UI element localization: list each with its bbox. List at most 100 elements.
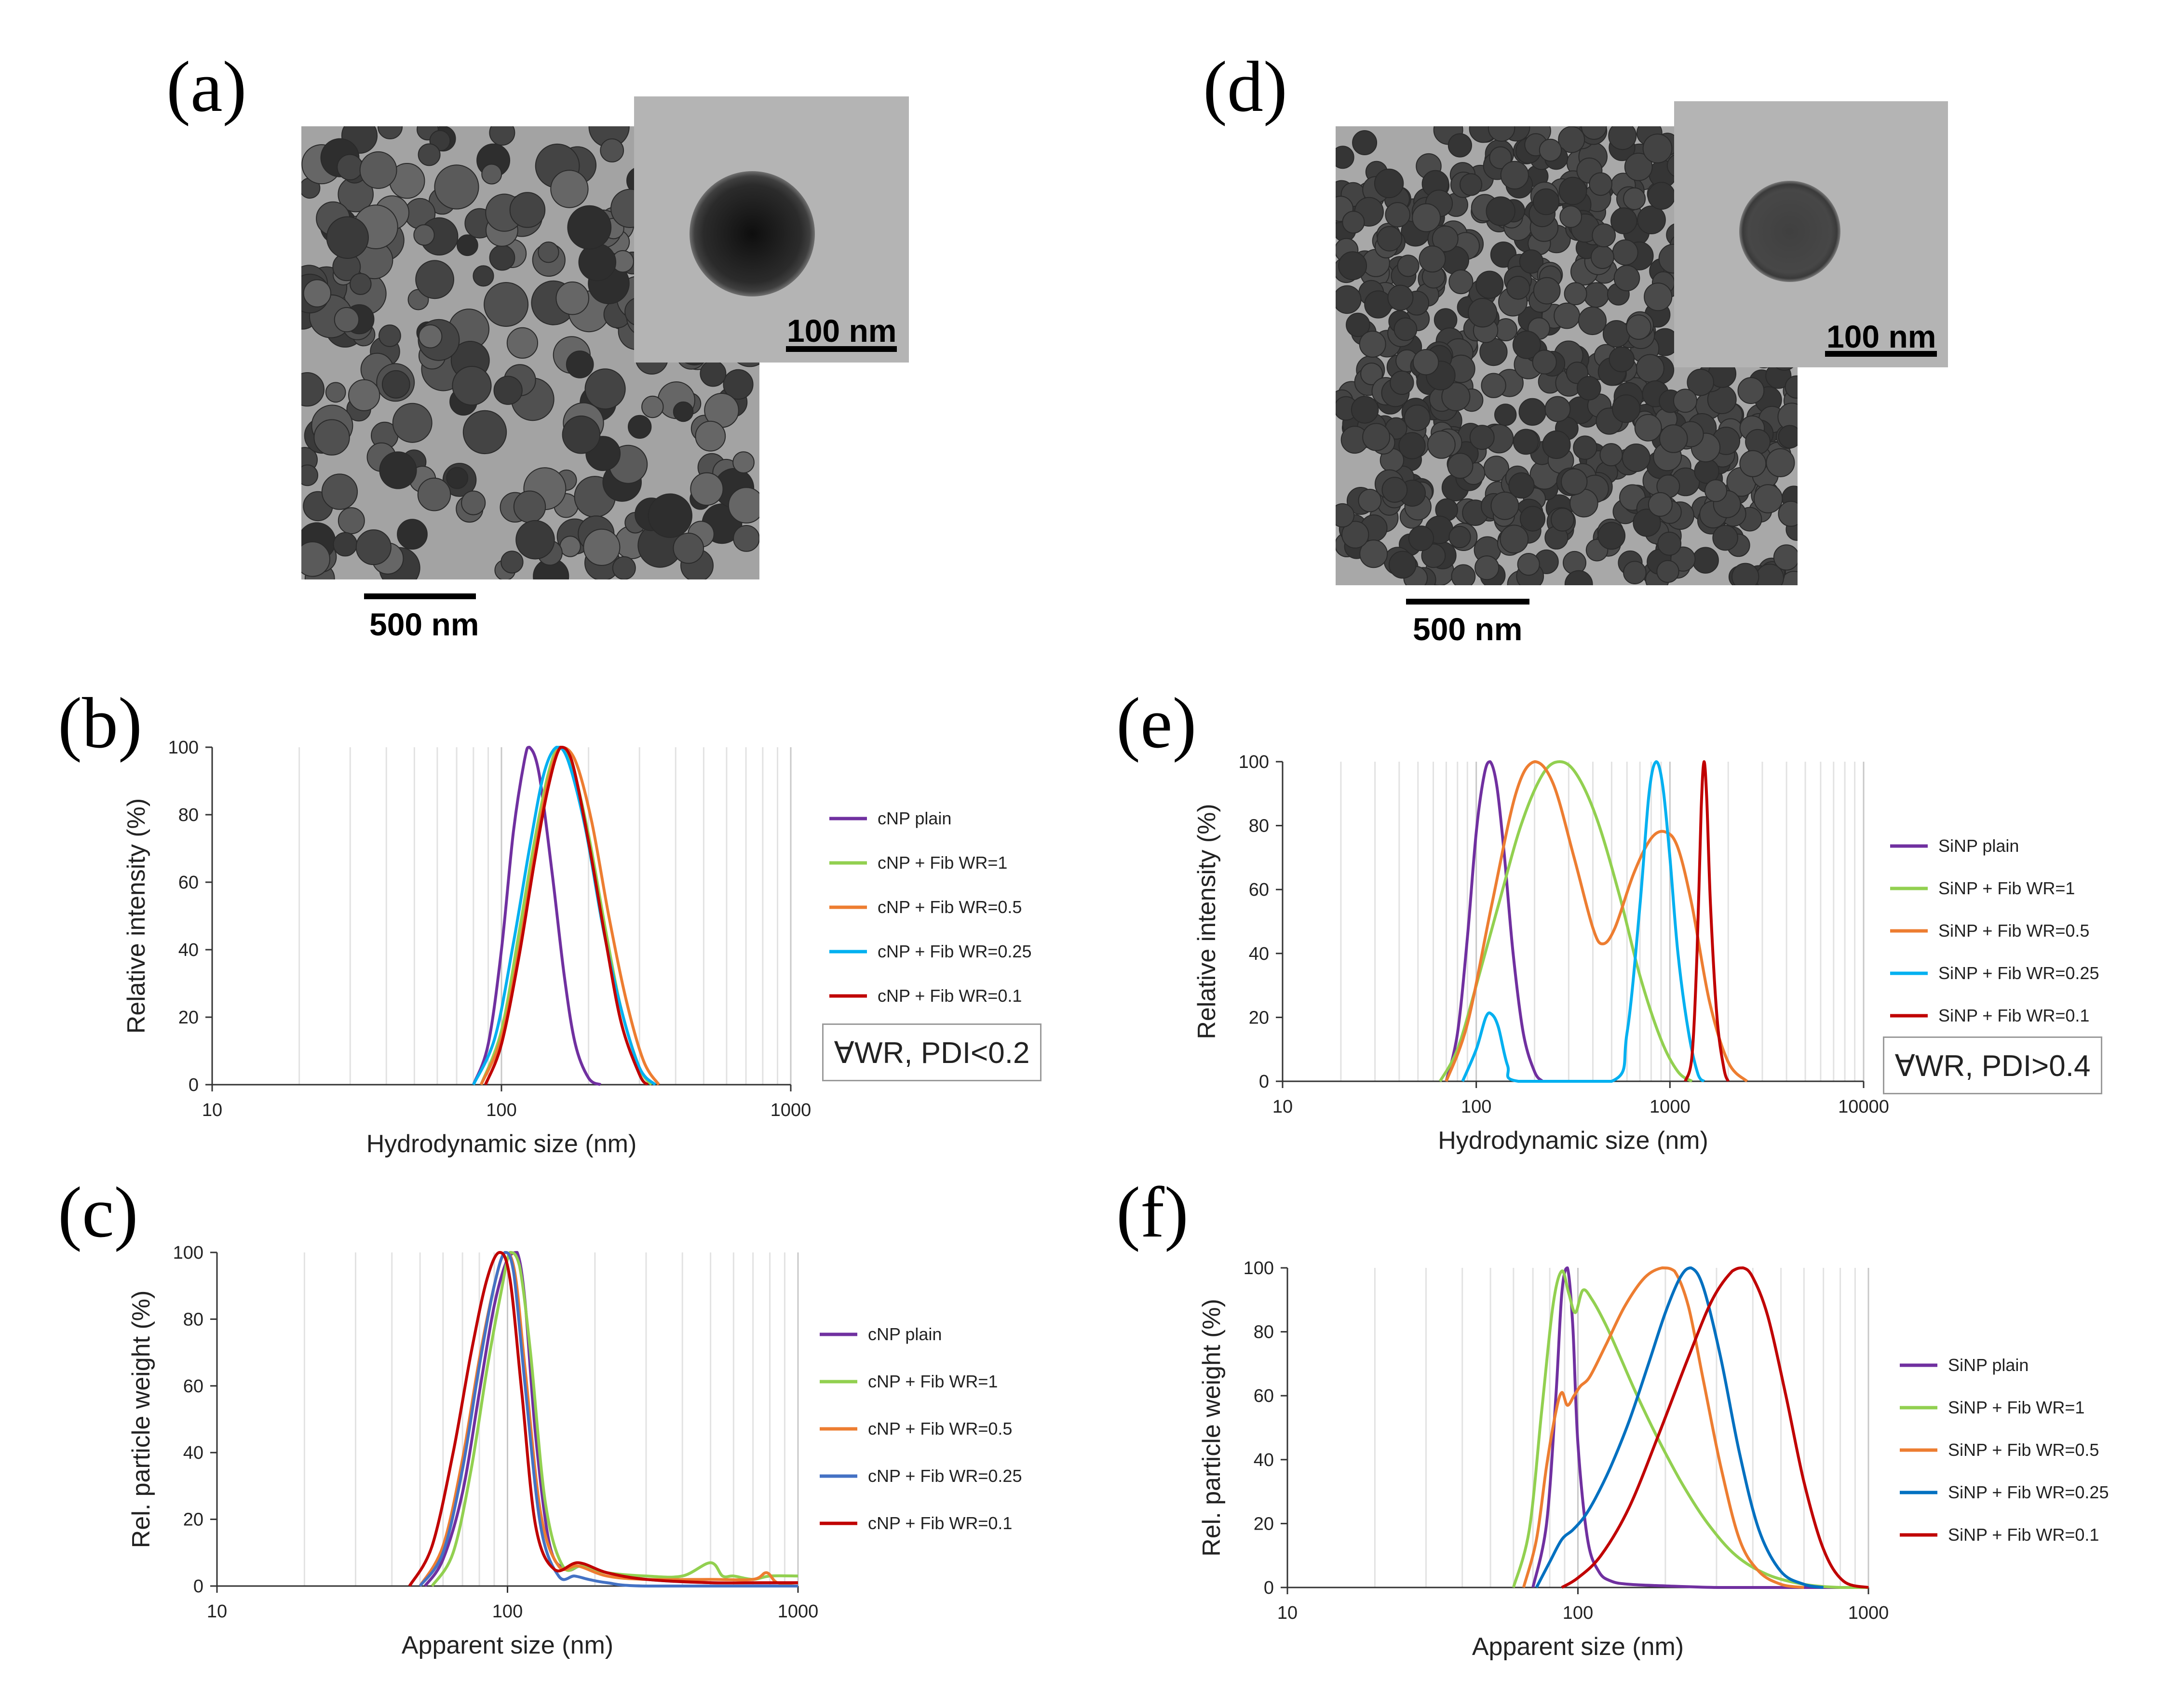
x-tick-label: 10 bbox=[207, 1601, 227, 1622]
x-axis-label: Hydrodynamic size (nm) bbox=[1438, 1127, 1708, 1155]
x-tick-label: 100 bbox=[1563, 1603, 1593, 1623]
particle bbox=[1448, 269, 1474, 295]
particle bbox=[1338, 251, 1367, 281]
panel-label-f: (f) bbox=[1116, 1172, 1189, 1252]
main-scale-label-a: 500 nm bbox=[369, 606, 479, 642]
particle bbox=[489, 244, 515, 271]
particle bbox=[1656, 560, 1679, 583]
x-tick-label: 10000 bbox=[1838, 1097, 1889, 1117]
particle bbox=[1644, 282, 1673, 311]
series-line-1 bbox=[1445, 760, 1544, 1083]
pdi-box-b: ∀WR, PDI<0.2 bbox=[822, 1023, 1041, 1081]
particle bbox=[723, 369, 754, 400]
y-tick-label: 40 bbox=[1249, 944, 1269, 964]
particle bbox=[418, 324, 443, 349]
particle bbox=[452, 365, 492, 406]
particle bbox=[446, 467, 469, 489]
particle bbox=[397, 519, 428, 550]
particle bbox=[1778, 425, 1798, 449]
particle bbox=[1447, 133, 1472, 158]
particle bbox=[1624, 152, 1653, 181]
particle bbox=[1533, 277, 1561, 305]
particle bbox=[484, 282, 529, 327]
particle bbox=[1381, 477, 1408, 503]
particle bbox=[413, 224, 435, 246]
y-tick-label: 20 bbox=[178, 1008, 199, 1028]
particle bbox=[1610, 207, 1637, 234]
y-tick-label: 20 bbox=[1254, 1514, 1274, 1534]
particle bbox=[1712, 525, 1738, 551]
particle bbox=[489, 126, 515, 146]
legend-label-3: cNP + Fib WR=0.5 bbox=[878, 897, 1022, 917]
particle bbox=[578, 243, 617, 282]
chart-e: 0 20 40 60 80 100 10 100 1000 10000 Hydrodynamic s… bbox=[1193, 752, 2099, 1155]
inset-scale-label-a: 100 nm bbox=[787, 313, 897, 349]
particle bbox=[1554, 302, 1581, 329]
inset-scale-bar-d bbox=[1825, 351, 1937, 357]
particle bbox=[1564, 282, 1587, 306]
y-tick-label: 100 bbox=[1239, 752, 1269, 772]
particle bbox=[641, 395, 664, 418]
particle bbox=[1421, 543, 1446, 568]
particle bbox=[1609, 346, 1635, 373]
particle bbox=[481, 163, 502, 185]
y-tick-label: 0 bbox=[189, 1075, 199, 1095]
y-tick-label: 0 bbox=[1259, 1072, 1269, 1092]
particle bbox=[1336, 285, 1362, 314]
y-tick-label: 100 bbox=[1244, 1258, 1274, 1278]
legend-label-3: cNP + Fib WR=0.5 bbox=[868, 1419, 1012, 1439]
legend-label-2: cNP + Fib WR=1 bbox=[868, 1372, 998, 1391]
particle bbox=[337, 154, 363, 181]
chart-f: 0 20 40 60 80 100 10 100 1000 Apparent size (nm) R… bbox=[1198, 1258, 2109, 1661]
particle bbox=[1432, 225, 1459, 252]
particle bbox=[1342, 211, 1365, 234]
series-line-5 bbox=[1561, 1266, 1869, 1589]
y-axis-label: Relative intensity (%) bbox=[1193, 804, 1221, 1039]
main-scale-bar-a bbox=[364, 593, 476, 599]
particle bbox=[392, 403, 433, 443]
particle bbox=[1766, 448, 1795, 478]
particle bbox=[1390, 370, 1414, 395]
particle bbox=[1336, 146, 1354, 169]
particle bbox=[1519, 506, 1546, 532]
particle bbox=[550, 170, 589, 208]
particle bbox=[1623, 561, 1647, 585]
particle bbox=[1388, 551, 1417, 579]
x-tick-label: 1000 bbox=[1650, 1097, 1691, 1117]
particle bbox=[559, 536, 581, 557]
particle bbox=[1489, 146, 1512, 170]
y-tick-label: 60 bbox=[1254, 1386, 1274, 1406]
particle bbox=[1427, 430, 1456, 459]
inset-particle-d bbox=[1739, 181, 1840, 282]
particle bbox=[1636, 354, 1664, 383]
legend-label-3: SiNP + Fib WR=0.5 bbox=[1938, 921, 2089, 941]
particle bbox=[379, 324, 401, 347]
x-tick-label: 10 bbox=[1277, 1603, 1298, 1623]
particle bbox=[1539, 138, 1562, 162]
particle bbox=[584, 368, 626, 410]
particle bbox=[415, 260, 455, 299]
legend-label-1: cNP plain bbox=[868, 1324, 942, 1344]
panel-label-e: (e) bbox=[1116, 683, 1197, 763]
particle bbox=[732, 451, 755, 473]
particle bbox=[434, 164, 479, 210]
series-line-4 bbox=[419, 1251, 798, 1587]
series-line-2 bbox=[1512, 1269, 1868, 1589]
legend-label-5: cNP + Fib WR=0.1 bbox=[878, 986, 1022, 1006]
particle bbox=[1494, 403, 1517, 426]
particle bbox=[733, 525, 759, 552]
particle bbox=[1362, 423, 1391, 451]
particle bbox=[1393, 317, 1418, 341]
particle bbox=[1513, 429, 1539, 455]
x-tick-label: 100 bbox=[492, 1601, 523, 1622]
particle bbox=[1532, 188, 1560, 215]
y-tick-label: 20 bbox=[1249, 1008, 1269, 1028]
particle bbox=[301, 464, 318, 486]
particle bbox=[695, 420, 726, 452]
particle bbox=[1490, 491, 1519, 520]
series-line-2 bbox=[431, 1251, 798, 1587]
particle bbox=[1612, 239, 1638, 266]
legend-label-4: cNP + Fib WR=0.25 bbox=[868, 1466, 1022, 1486]
legend-label-5: SiNP + Fib WR=0.1 bbox=[1938, 1006, 2089, 1025]
particle bbox=[417, 477, 451, 511]
